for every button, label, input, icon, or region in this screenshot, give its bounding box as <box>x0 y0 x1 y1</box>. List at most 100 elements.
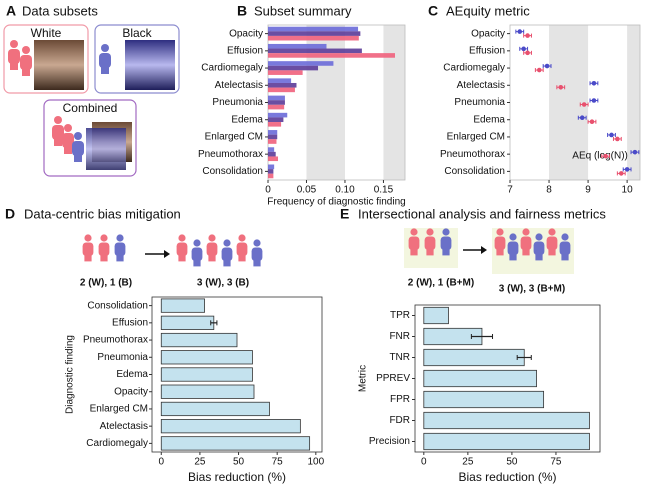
shade-band <box>383 25 405 180</box>
bar <box>268 164 275 170</box>
y-tick-label: Pneumonia <box>97 352 148 363</box>
person-legs <box>178 252 186 262</box>
person-icon <box>206 234 218 262</box>
panel-title: Data subsets <box>22 3 98 18</box>
bar <box>268 117 284 123</box>
annotation: 2 (W), 1 (B+M) <box>408 278 474 289</box>
person-legs <box>410 246 418 256</box>
person-icon <box>520 228 532 256</box>
person-icon <box>114 234 126 262</box>
bar <box>268 82 297 88</box>
person-icon <box>62 124 74 154</box>
x-axis-label: Frequency of diagnostic finding <box>267 197 405 208</box>
dot <box>591 98 597 103</box>
panel-letter: D <box>5 206 15 222</box>
y-tick-label: Pneumothorax <box>83 335 148 346</box>
person-icon <box>20 46 32 76</box>
x-axis-label: Bias reduction (%) <box>458 470 556 484</box>
person-legs <box>548 246 556 256</box>
y-tick-label: TPR <box>390 310 410 321</box>
y-tick-label: Effusion <box>227 45 263 56</box>
bar <box>160 436 311 451</box>
y-tick-label: Consolidation <box>202 166 263 177</box>
bar <box>268 173 274 179</box>
bar <box>268 112 288 118</box>
x-tick-label: 10 <box>622 185 634 196</box>
person-head <box>193 239 201 247</box>
y-tick-label: Opacity <box>471 28 505 39</box>
shade-band <box>549 25 589 180</box>
person-head <box>522 228 530 236</box>
y-tick-label: Pneumonia <box>454 97 505 108</box>
person-legs <box>223 257 231 267</box>
person-legs <box>54 136 62 146</box>
x-tick-label: 9 <box>585 185 591 196</box>
shade-band <box>627 25 640 180</box>
person-icon <box>8 40 20 70</box>
x-tick-label: 8 <box>546 185 552 196</box>
person-icon <box>440 228 452 256</box>
annotation: 3 (W), 3 (B) <box>197 278 249 289</box>
dot <box>589 119 595 125</box>
dot <box>544 63 550 69</box>
bar <box>423 369 537 388</box>
dot <box>618 171 624 176</box>
y-tick-label: Atelectasis <box>457 80 505 91</box>
bar <box>268 169 274 174</box>
panel-letter: A <box>6 3 16 19</box>
subset-box <box>43 99 137 177</box>
panel-title: AEquity metric <box>446 3 530 18</box>
x-tick-label: 100 <box>307 457 324 468</box>
y-tick-label: Opacity <box>114 386 148 397</box>
bar <box>268 122 282 127</box>
person-head <box>84 234 92 242</box>
bar <box>268 156 279 162</box>
x-tick-label: 0 <box>421 457 427 468</box>
annotation: 2 (W), 1 (B) <box>80 278 132 289</box>
person-icon <box>98 234 110 262</box>
person-head <box>100 234 108 242</box>
person-head <box>208 234 216 242</box>
bar <box>160 315 215 330</box>
person-head <box>442 228 450 236</box>
subset-box <box>94 24 180 94</box>
x-tick-label: 0.05 <box>297 185 317 196</box>
y-tick-label: Pneumothorax <box>198 149 263 160</box>
subset-label: Black <box>122 26 152 40</box>
person-head <box>548 228 556 236</box>
person-icon <box>72 132 84 162</box>
person-legs <box>496 246 504 256</box>
person-legs <box>193 257 201 267</box>
person-legs <box>561 251 569 261</box>
person-head <box>101 44 109 52</box>
y-tick-label: FNR <box>389 331 410 342</box>
dot <box>615 136 620 142</box>
bar <box>160 401 270 417</box>
panel-title: Subset summary <box>254 3 352 18</box>
dot <box>521 46 526 52</box>
dot <box>624 167 630 172</box>
person-icon <box>99 44 111 74</box>
bar <box>160 384 255 399</box>
y-axis-label: Diagnostic finding <box>65 335 76 414</box>
person-icon <box>546 228 558 256</box>
x-tick-label: 0 <box>158 457 164 468</box>
person-legs <box>208 252 216 262</box>
arrow-head <box>164 250 170 258</box>
bar <box>423 306 449 325</box>
bar <box>423 390 545 409</box>
y-tick-label: Enlarged CM <box>205 132 263 143</box>
bar <box>160 350 253 365</box>
y-tick-label: Consolidation <box>444 166 505 177</box>
y-tick-label: Pneumonia <box>212 97 263 108</box>
person-icon <box>82 234 94 262</box>
x-axis-label: Bias reduction (%) <box>188 470 286 484</box>
bar <box>423 411 590 430</box>
subset-label: Combined <box>63 101 118 115</box>
person-icon <box>191 239 203 267</box>
xray-image <box>86 128 126 170</box>
x-tick-label: 75 <box>550 457 562 468</box>
person-legs <box>22 66 30 76</box>
person-legs <box>442 246 450 256</box>
